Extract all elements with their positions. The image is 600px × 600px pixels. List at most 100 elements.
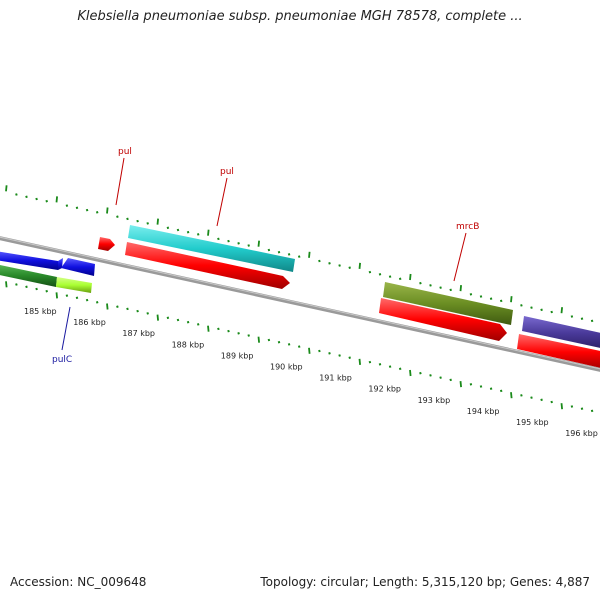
gene-blue-2[interactable] <box>61 258 95 276</box>
gene-red-3[interactable] <box>517 334 600 370</box>
scale-label: 192 kbp <box>368 385 401 394</box>
minor-tick <box>439 286 442 289</box>
minor-tick <box>95 211 99 214</box>
minor-tick <box>237 242 240 245</box>
gene-red-small[interactable] <box>98 237 115 251</box>
scale-label: 185 kbp <box>24 307 57 316</box>
minor-tick <box>429 284 432 287</box>
minor-tick <box>166 226 170 230</box>
gene-red-2[interactable] <box>379 298 507 341</box>
scale-label: 194 kbp <box>467 407 500 416</box>
minor-tick <box>570 405 574 408</box>
gene-purple[interactable] <box>522 316 600 350</box>
page-title: Klebsiella pneumoniae subsp. pneumoniae … <box>77 9 523 24</box>
scale-label: 186 kbp <box>73 318 106 327</box>
minor-tick <box>95 301 99 304</box>
minor-tick <box>166 316 170 320</box>
major-tick <box>55 292 58 299</box>
minor-tick <box>267 338 271 342</box>
scale-labels: 185 kbp 186 kbp 187 kbp 188 kbp 189 kbp 190 k… <box>24 307 598 438</box>
minor-tick <box>217 327 220 331</box>
minor-tick <box>328 352 331 355</box>
scale-label: 188 kbp <box>172 340 205 349</box>
mrcB-label-leader <box>453 232 467 282</box>
minor-tick <box>590 319 594 323</box>
minor-tick <box>85 208 89 212</box>
minor-tick <box>398 277 402 281</box>
minor-tick <box>348 356 351 359</box>
minor-tick <box>297 345 301 348</box>
minor-tick <box>247 334 250 337</box>
gene-label-mrcB: mrcB <box>456 222 479 232</box>
gene-blue-1[interactable] <box>0 251 58 270</box>
gene-pul-cyan[interactable] <box>128 225 295 272</box>
minor-tick <box>580 317 584 320</box>
scale-label: 196 kbp <box>565 429 598 438</box>
minor-tick <box>267 248 271 252</box>
minor-tick <box>530 396 533 399</box>
major-tick <box>156 314 159 321</box>
minor-tick <box>479 295 483 298</box>
outer-scale-ring <box>5 185 594 323</box>
major-tick <box>459 285 462 292</box>
minor-tick <box>196 233 200 236</box>
minor-tick <box>287 343 291 346</box>
scale-label: 189 kbp <box>221 351 254 360</box>
minor-tick <box>65 204 69 207</box>
minor-tick <box>45 289 48 293</box>
inner-scale-ring <box>5 281 594 413</box>
pul-label-leader-2 <box>216 177 228 227</box>
minor-tick <box>116 305 119 308</box>
minor-tick <box>550 400 553 404</box>
minor-tick <box>318 259 321 263</box>
minor-tick <box>479 385 483 388</box>
major-tick <box>409 273 412 281</box>
minor-tick <box>429 374 432 377</box>
minor-tick <box>419 281 422 285</box>
minor-tick <box>550 310 553 314</box>
gene-pulC[interactable] <box>56 277 92 293</box>
gene-mrcB[interactable] <box>383 282 513 325</box>
major-tick <box>5 281 8 288</box>
minor-tick <box>318 349 321 353</box>
major-tick <box>560 403 563 410</box>
major-tick <box>308 251 311 258</box>
minor-tick <box>35 197 38 201</box>
gene-pul-red[interactable] <box>125 242 290 289</box>
minor-tick <box>176 318 180 322</box>
major-tick <box>510 392 513 399</box>
minor-tick <box>186 230 190 234</box>
minor-tick <box>237 332 240 335</box>
minor-tick <box>469 293 473 296</box>
minor-tick <box>35 287 38 291</box>
minor-tick <box>419 371 422 375</box>
accession-text: Accession: NC_009648 <box>10 575 147 589</box>
major-tick <box>358 262 361 269</box>
scale-label: 193 kbp <box>418 396 451 405</box>
minor-tick <box>388 365 392 368</box>
minor-tick <box>388 275 392 278</box>
major-tick <box>156 218 159 225</box>
gene-green-1[interactable] <box>0 264 57 287</box>
minor-tick <box>297 255 301 258</box>
pul-label-leader-1 <box>115 157 125 206</box>
minor-tick <box>540 308 543 312</box>
minor-tick <box>25 285 28 289</box>
minor-tick <box>15 193 18 196</box>
minor-tick <box>277 340 281 344</box>
major-tick <box>207 229 210 236</box>
pulC-label-leader <box>61 306 71 351</box>
scale-label: 190 kbp <box>270 363 303 372</box>
minor-tick <box>540 398 543 402</box>
major-tick <box>207 325 210 332</box>
major-tick <box>308 347 311 354</box>
minor-tick <box>580 407 584 410</box>
minor-tick <box>338 354 341 357</box>
minor-tick <box>217 237 220 241</box>
gene-label-pulC: pulC <box>52 355 72 365</box>
minor-tick <box>348 266 351 269</box>
major-tick <box>560 307 563 314</box>
minor-tick <box>85 298 89 302</box>
